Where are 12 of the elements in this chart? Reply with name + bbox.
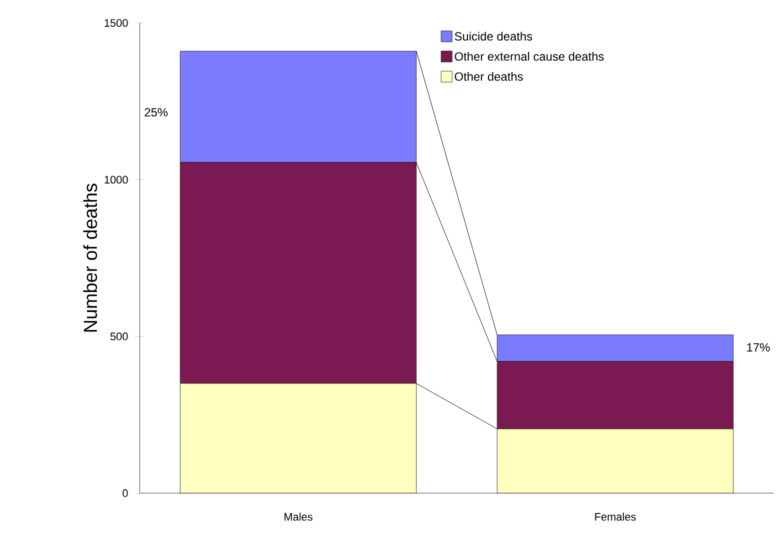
annotation: 25%	[144, 108, 168, 116]
y-tick-label: 1000	[104, 176, 128, 184]
legend-label: Suicide deaths	[454, 32, 532, 41]
x-tick-label: Males	[284, 512, 312, 521]
x-tick-label: Females	[595, 512, 636, 521]
legend-label: Other external cause deaths	[454, 52, 604, 61]
y-tick-label: 1500	[104, 19, 128, 27]
y-tick-label: 500	[110, 332, 128, 340]
legend-label: Other deaths	[454, 72, 523, 81]
annotation: 17%	[747, 343, 770, 352]
y-tick-label: 0	[122, 489, 128, 497]
y-axis-title: Number of deaths	[83, 184, 98, 332]
